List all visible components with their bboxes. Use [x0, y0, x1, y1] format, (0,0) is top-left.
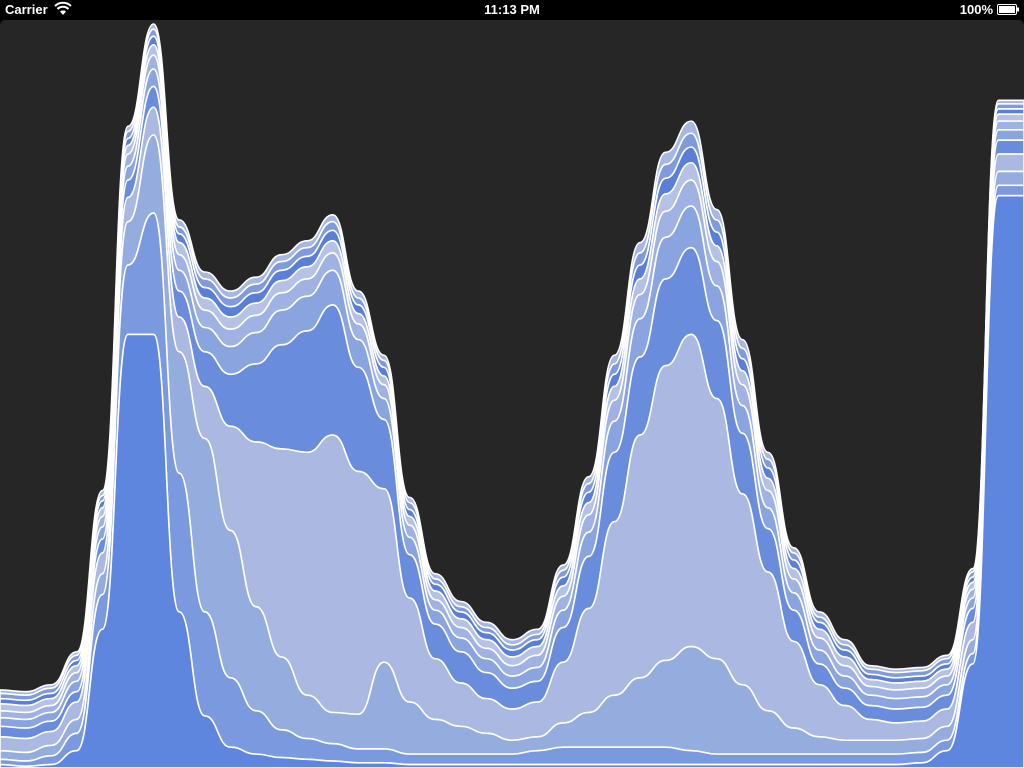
- battery-icon: [997, 4, 1019, 15]
- battery-percent: 100%: [959, 2, 993, 17]
- clock: 11:13 PM: [484, 2, 540, 17]
- carrier-label: Carrier: [5, 2, 48, 17]
- chart-area: [0, 20, 1024, 768]
- stream-layer-1: [0, 194, 1024, 768]
- streamgraph-chart: [0, 23, 1024, 768]
- status-bar: Carrier 11:13 PM 100%: [0, 0, 1024, 20]
- wifi-icon: [54, 1, 72, 15]
